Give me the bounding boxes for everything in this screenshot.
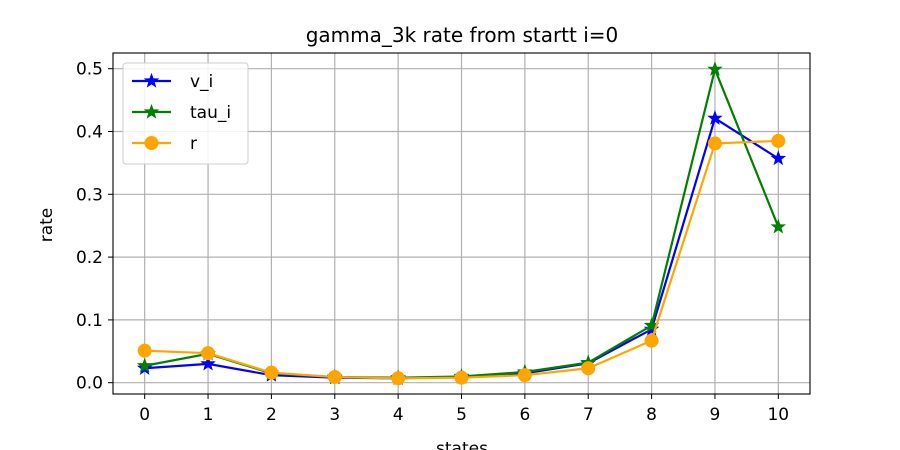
data-point-r: [581, 361, 596, 376]
chart-title: gamma_3k rate from startt i=0: [306, 23, 619, 47]
x-tick-label: 0: [139, 405, 150, 425]
y-tick-label: 0.5: [76, 60, 103, 80]
data-point-r: [517, 368, 532, 383]
legend-label-r: r: [190, 134, 197, 154]
plot-frame: [112, 52, 811, 395]
x-tick-label: 9: [710, 405, 721, 425]
data-point-r: [644, 333, 659, 348]
data-point-r: [771, 133, 786, 148]
x-tick-label: 4: [393, 405, 404, 425]
y-axis-label: rate: [37, 208, 57, 243]
legend-marker-tau_i: [143, 103, 160, 119]
x-tick-label: 1: [203, 405, 214, 425]
x-tick-label: 8: [646, 405, 657, 425]
data-point-r: [707, 136, 722, 151]
data-point-r: [391, 371, 406, 386]
legend-label-tau_i: tau_i: [190, 103, 231, 123]
y-tick-label: 0.0: [76, 374, 103, 394]
y-tick-label: 0.1: [76, 311, 103, 331]
x-tick-label: 7: [583, 405, 594, 425]
y-tick-label: 0.4: [76, 122, 103, 142]
y-tick-label: 0.2: [76, 248, 103, 268]
data-point-r: [454, 370, 469, 385]
x-tick-label: 2: [266, 405, 277, 425]
legend-label-v_i: v_i: [190, 72, 213, 92]
data-point-tau_i: [136, 357, 153, 373]
x-axis-label: states: [436, 439, 488, 450]
data-point-v_i: [770, 150, 787, 166]
y-tick-label: 0.3: [76, 185, 103, 205]
data-point-v_i: [200, 355, 216, 371]
data-point-r: [264, 365, 279, 380]
legend: v_i tau_ir: [122, 62, 249, 165]
plot-area: 0 1 2 3 4 5 6 7 8 9 10 0.0 0.1 0.2 0.3 0.4 0.5 v_i tau_ir: [76, 52, 811, 425]
data-point-tau_i: [707, 61, 723, 76]
legend-marker-r: [144, 136, 159, 150]
x-tick-label: 3: [329, 405, 340, 425]
x-tick-label: 10: [767, 405, 789, 425]
legend-marker-v_i: [143, 72, 160, 88]
data-point-r: [327, 370, 342, 385]
data-point-tau_i: [770, 218, 787, 234]
x-tick-label: 5: [456, 405, 467, 425]
data-point-r: [137, 343, 152, 358]
data-point-v_i: [707, 110, 723, 125]
data-point-r: [201, 346, 216, 361]
x-tick-label: 6: [519, 405, 530, 425]
